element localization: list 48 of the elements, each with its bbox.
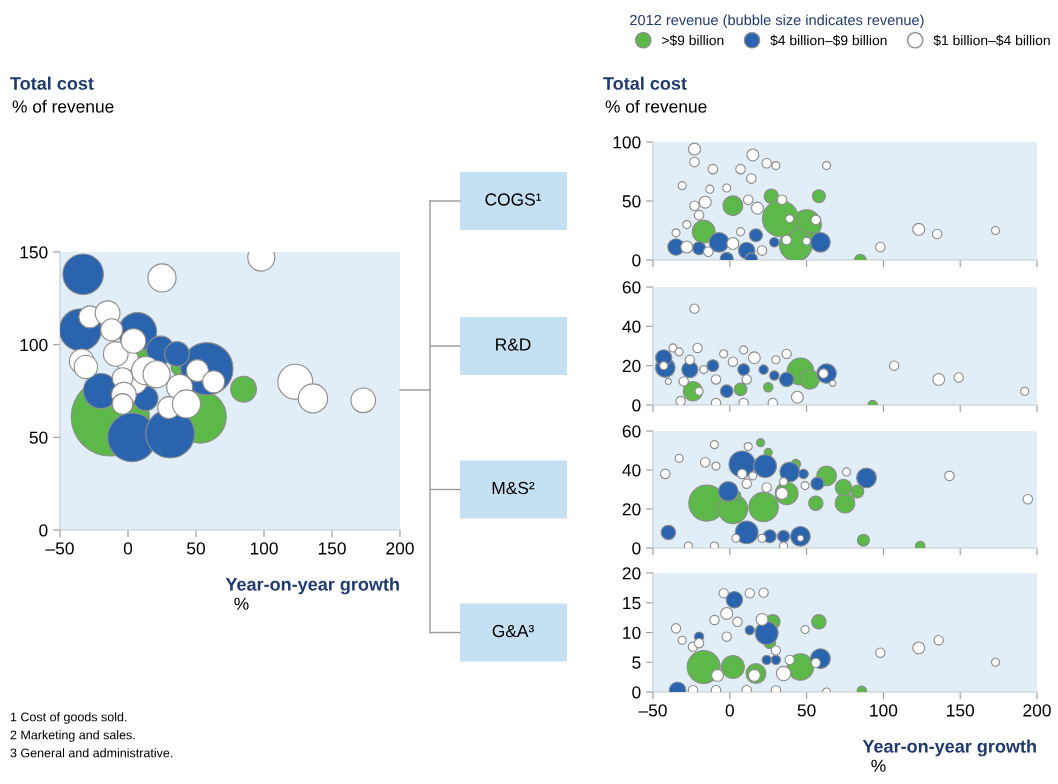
y-tick-label: 40	[622, 320, 641, 333]
y-tick-label: 0	[632, 399, 641, 412]
chart-subtitle: % of revenue	[12, 99, 114, 113]
x-tick-label: 200	[386, 542, 414, 555]
y-tick-label: 5	[632, 656, 641, 669]
x-tick-label: –50	[638, 704, 667, 717]
y-tick-label: 15	[623, 597, 641, 610]
text: 2 Marketing and sales.	[10, 730, 135, 742]
y-tick-label: 0	[632, 686, 641, 699]
y-tick-label: 40	[622, 464, 641, 477]
x-tick-label: 50	[187, 542, 205, 555]
y-tick-label: 100	[613, 136, 641, 149]
y-tick-label: 10	[623, 626, 641, 639]
x-tick-label: 100	[250, 542, 278, 555]
text: 1 Cost of goods sold.	[10, 712, 127, 724]
y-tick-label: 20	[622, 359, 641, 373]
y-tick-label: 150	[20, 246, 48, 259]
y-tick-label: 50	[622, 195, 641, 208]
legend-label: $4 billion–$9 billion	[770, 34, 887, 47]
y-tick-label: 60	[622, 281, 641, 294]
chart-title: Total cost	[603, 76, 687, 90]
legend-label: $1 billion–$4 billion	[933, 34, 1050, 47]
x-tick-label: 0	[123, 542, 133, 555]
x-tick-label: 150	[947, 704, 975, 717]
chart-title: Total cost	[10, 76, 94, 90]
text: COGS¹	[485, 193, 542, 206]
y-tick-label: 50	[29, 431, 48, 444]
legend-label: >$9 billion	[662, 34, 724, 47]
legend-title: 2012 revenue (bubble size indicates revenue)	[630, 14, 924, 29]
y-tick-label: 20	[622, 503, 641, 516]
x-tick-label: 150	[318, 542, 346, 555]
x-tick-label: 100	[870, 704, 898, 717]
y-tick-label: 60	[622, 425, 641, 438]
x-tick-label: 0	[725, 704, 734, 717]
y-tick-label: 100	[20, 338, 48, 352]
chart-subtitle: % of revenue	[605, 99, 707, 113]
text: 3 General and administrative.	[10, 748, 173, 758]
text: Year-on-year growth %	[862, 739, 1036, 772]
x-tick-label: 200	[1023, 704, 1051, 717]
y-tick-label: 20	[622, 567, 641, 580]
text: R&D	[496, 338, 531, 351]
text: Year-on-year growth %	[225, 577, 399, 610]
text: M&S²	[492, 481, 535, 495]
y-tick-label: 0	[632, 254, 641, 267]
x-tick-label: 50	[797, 704, 816, 717]
x-tick-label: –50	[45, 542, 74, 555]
text: G&A³	[492, 624, 534, 638]
y-tick-label: 0	[39, 524, 48, 537]
